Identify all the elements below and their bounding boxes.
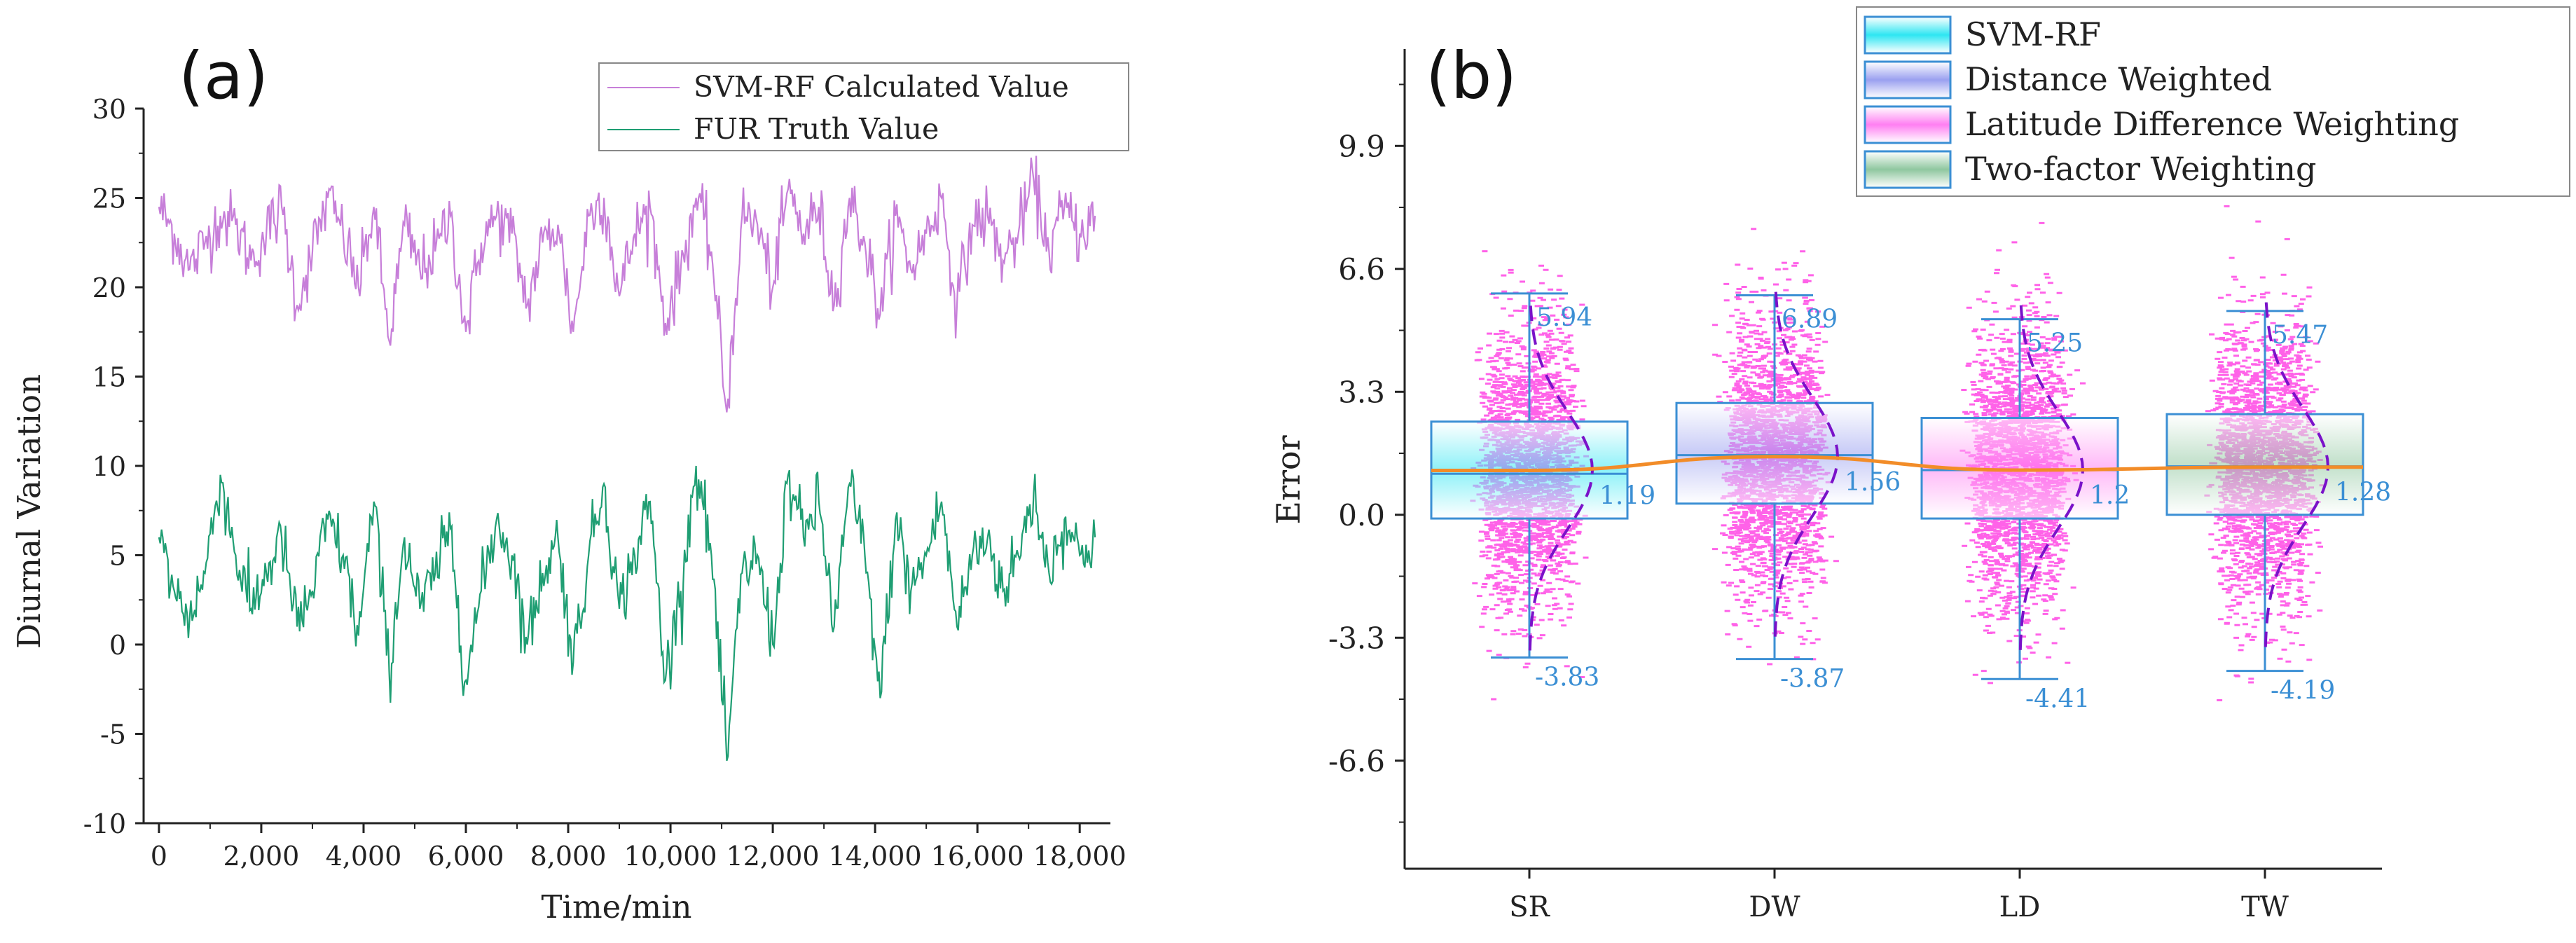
- panel-b: (b) -6.6 -3.3 0.0 3.3 6.6 9.9 SR DW LD TW 5.94 -3.…: [1269, 6, 2570, 923]
- mean-value-label-ld: 1.2: [2090, 481, 2130, 510]
- panel-a: (a) -10 -5 0 5 10 15 20 25 30 0 2,000 4,000 6,000 8,0…: [11, 39, 1129, 925]
- panel-a-x-tick-label: 16,000: [931, 841, 1024, 872]
- panel-a-x-tick-label: 18,000: [1033, 841, 1127, 872]
- legend-label-latitude-difference: Latitude Difference Weighting: [1965, 105, 2459, 143]
- panel-b-y-tick-label: 6.6: [1338, 252, 1385, 287]
- panel-a-legend: SVM-RF Calculated Value FUR Truth Value: [598, 62, 1129, 151]
- series-line-svm-rf-calculated-value: [158, 156, 1096, 413]
- panel-a-x-tick-label: 0: [151, 841, 167, 872]
- distribution-curve-dw: [1773, 284, 1840, 637]
- lower-value-label-ld: -4.41: [2025, 684, 2090, 713]
- upper-value-label-sr: 5.94: [1536, 303, 1592, 332]
- panel-b-label: (b): [1426, 39, 1517, 113]
- mean-value-label-tw: 1.28: [2335, 479, 2391, 507]
- panel-a-x-tick-label: 14,000: [829, 841, 922, 872]
- panel-a-y-tick-label: 0: [109, 630, 126, 661]
- panel-b-x-tick-label: DW: [1749, 891, 1800, 923]
- mean-value-label-sr: 1.19: [1599, 481, 1655, 510]
- panel-a-x-tick-label: 4,000: [326, 841, 402, 872]
- panel-a-y-tick-label: 15: [92, 362, 126, 393]
- panel-a-y-tick-label: 25: [92, 184, 126, 214]
- box-group-dw: 6.89 -3.87 1.56: [1675, 284, 1901, 694]
- legend-swatch-svm-rf: [1864, 15, 1952, 55]
- panel-b-axes: -6.6 -3.3 0.0 3.3 6.6 9.9 SR DW LD TW: [1328, 49, 2382, 923]
- series-line-fur-truth-value: [158, 465, 1096, 762]
- legend-swatch-latitude-difference: [1864, 105, 1952, 144]
- panel-a-x-tick-label: 8,000: [530, 841, 607, 872]
- panel-b-y-tick-label: 0.0: [1338, 498, 1385, 532]
- panel-b-legend: SVM-RF Distance Weighted Latitude Differ…: [1856, 6, 2570, 197]
- panel-a-y-tick-label: 30: [92, 94, 126, 125]
- mean-value-label-dw: 1.56: [1845, 468, 1901, 497]
- mean-trend-line: [1431, 455, 2363, 472]
- upper-value-label-ld: 5.25: [2027, 329, 2083, 358]
- panel-b-y-tick-label: 3.3: [1338, 375, 1385, 409]
- box-dw: [1675, 401, 1874, 505]
- legend-label-distance-weighted: Distance Weighted: [1965, 60, 2272, 98]
- panel-a-x-tick-label: 6,000: [428, 841, 504, 872]
- panel-b-x-tick-label: SR: [1509, 891, 1550, 923]
- upper-value-label-tw: 5.47: [2272, 321, 2328, 350]
- legend-label-fur-truth: FUR Truth Value: [694, 112, 939, 146]
- panel-a-axes: -10 -5 0 5 10 15 20 25 30 0 2,000 4,000 6,000 8,000 10…: [83, 94, 1127, 872]
- panel-a-x-tick-label: 2,000: [223, 841, 300, 872]
- panel-b-boxes: 5.94-3.831.196.89-3.871.565.25-4.411.25.…: [1430, 284, 2391, 713]
- lower-value-label-sr: -3.83: [1535, 663, 1599, 691]
- legend-swatch-two-factor: [1864, 150, 1952, 189]
- panel-a-x-tick-label: 10,000: [624, 841, 717, 872]
- panel-a-y-tick-label: 5: [109, 541, 126, 572]
- panel-a-x-tick-label: 12,000: [726, 841, 820, 872]
- lower-value-label-dw: -3.87: [1780, 665, 1845, 694]
- panel-b-x-tick-label: TW: [2241, 891, 2289, 923]
- panel-b-y-tick-label: -6.6: [1328, 744, 1385, 778]
- panel-a-y-tick-label: 10: [92, 451, 126, 482]
- box-tw: [2165, 413, 2364, 516]
- panel-a-label: (a): [179, 39, 268, 113]
- legend-label-svm-rf-calculated: SVM-RF Calculated Value: [694, 70, 1069, 104]
- panel-b-legend-box: [1856, 6, 2570, 197]
- panel-a-x-axis-label: Time/min: [542, 888, 692, 925]
- distribution-curve-sr: [1528, 298, 1594, 651]
- panel-b-y-tick-label: 9.9: [1338, 129, 1385, 163]
- legend-label-svm-rf: SVM-RF: [1965, 15, 2101, 53]
- legend-swatch-distance-weighted: [1864, 60, 1952, 99]
- panel-b-y-axis-label: Error: [1269, 435, 1307, 524]
- panel-a-y-tick-label: -10: [83, 808, 126, 839]
- distribution-curve-tw: [2264, 294, 2330, 647]
- panel-a-y-tick-label: -5: [100, 720, 126, 750]
- panel-b-x-tick-label: LD: [1999, 891, 2041, 923]
- box-group-ld: 5.25 -4.41 1.2: [1920, 298, 2130, 713]
- panel-a-y-tick-label: 20: [92, 273, 126, 303]
- panel-a-y-axis-label: Diurnal Variation: [11, 374, 48, 649]
- panel-a-series: [158, 156, 1096, 762]
- upper-value-label-dw: 6.89: [1782, 305, 1838, 334]
- distribution-curve-ld: [2018, 298, 2085, 650]
- legend-label-two-factor: Two-factor Weighting: [1965, 150, 2316, 188]
- panel-b-y-tick-label: -3.3: [1328, 621, 1385, 655]
- lower-value-label-tw: -4.19: [2271, 677, 2335, 705]
- panel-a-legend-box: [598, 62, 1129, 151]
